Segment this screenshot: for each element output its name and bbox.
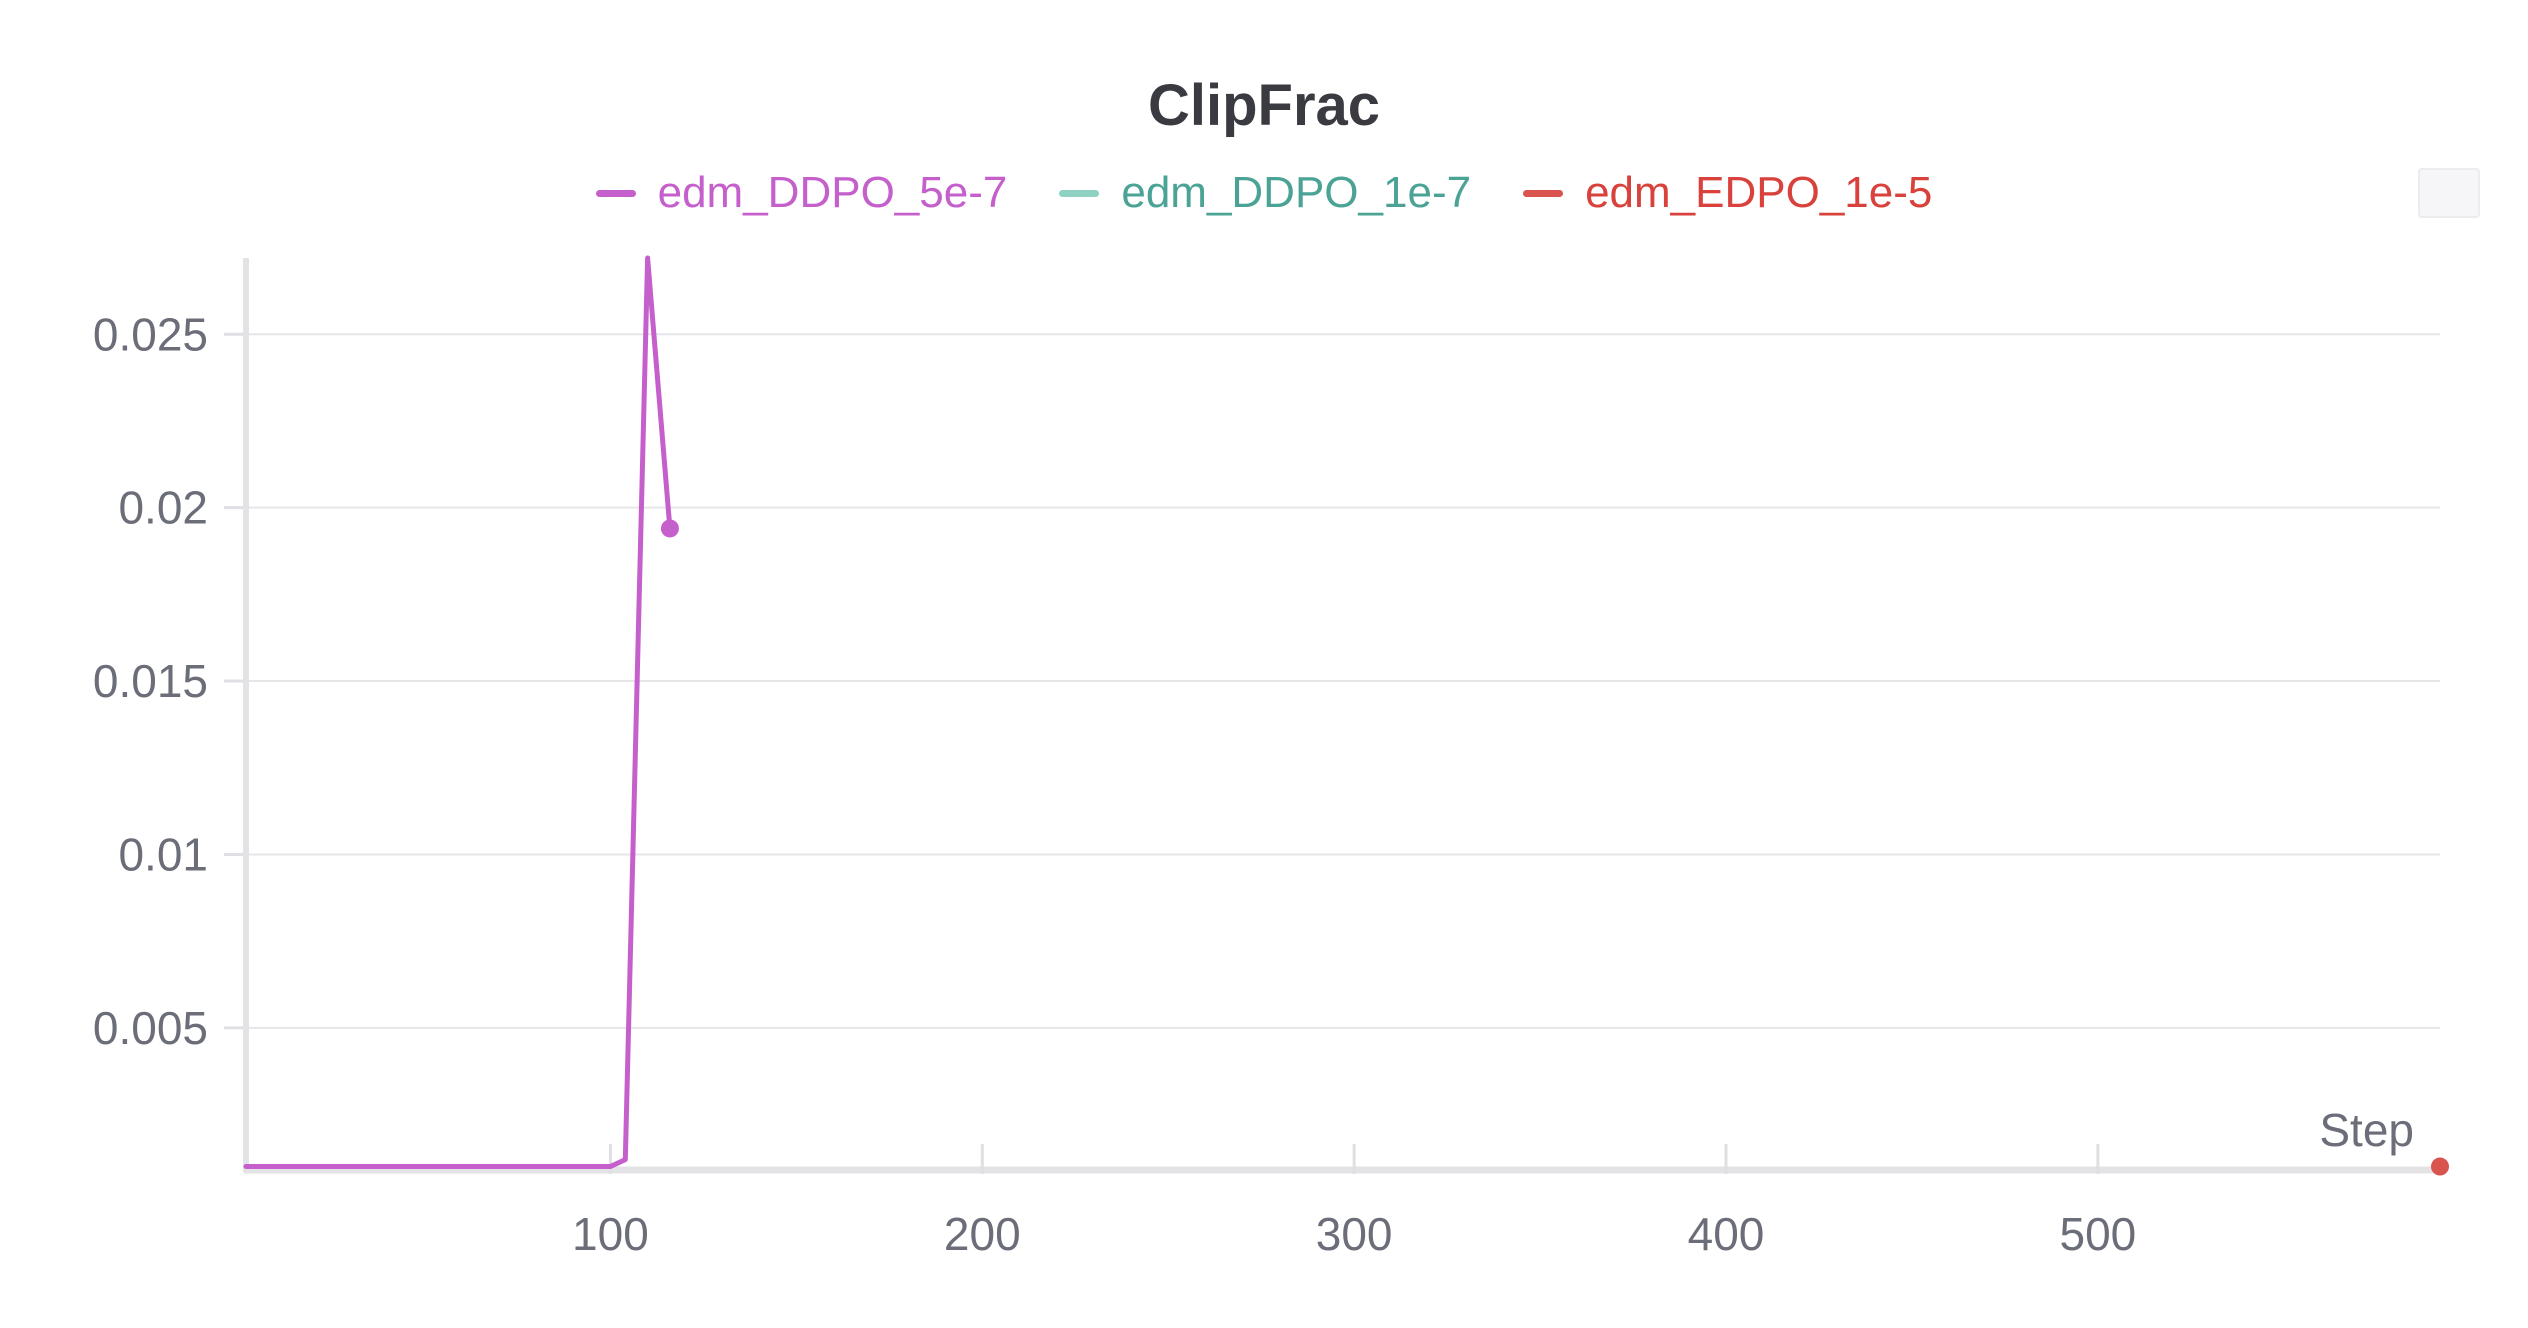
legend-label-edm-ddpo-1e-7: edm_DDPO_1e-7 <box>1121 168 1472 217</box>
legend-swatch-edm-ddpo-1e-7 <box>1059 189 1100 197</box>
x-tick-label-400: 400 <box>1688 1208 1765 1260</box>
x-tick-label-300: 300 <box>1316 1208 1393 1260</box>
series-lines <box>243 255 2449 1176</box>
legend-label-edm-ddpo-5e-7: edm_DDPO_5e-7 <box>657 168 1008 217</box>
y-tick-label-0-015: 0.015 <box>93 655 208 707</box>
legend-item-edm-edpo-1e-5[interactable]: edm_EDPO_1e-5 <box>1523 168 1932 218</box>
x-tick-label-100: 100 <box>572 1208 649 1260</box>
x-axis-label: Step <box>2319 1104 2414 1156</box>
y-tick-label-0-02: 0.02 <box>118 482 208 534</box>
tick-labels: 0.005 0.01 0.015 0.02 0.025 100 200 300 400 500 St… <box>93 308 2414 1260</box>
x-tick-label-500: 500 <box>2060 1208 2137 1260</box>
grid-lines <box>246 333 2440 1029</box>
series-line-edm-ddpo-5e-7[interactable] <box>243 255 673 1169</box>
y-tick-label-0-01: 0.01 <box>118 828 208 880</box>
y-tick-label-0-025: 0.025 <box>93 308 208 360</box>
legend: edm_DDPO_5e-7 edm_DDPO_1e-7 edm_EDPO_1e-… <box>0 168 2528 218</box>
legend-item-edm-ddpo-1e-7[interactable]: edm_DDPO_1e-7 <box>1059 168 1471 218</box>
y-tick-label-0-005: 0.005 <box>93 1002 208 1054</box>
legend-swatch-edm-edpo-1e-5 <box>1523 189 1564 197</box>
series-end-point-edm-ddpo-5e-7[interactable] <box>660 519 679 538</box>
legend-item-edm-ddpo-5e-7[interactable]: edm_DDPO_5e-7 <box>595 168 1008 218</box>
x-tick-label-200: 200 <box>944 1208 1021 1260</box>
series-end-point-edm-edpo-1e-5[interactable] <box>2431 1157 2449 1176</box>
legend-swatch-edm-ddpo-5e-7 <box>595 189 636 197</box>
panel-control-box[interactable] <box>2418 168 2480 218</box>
legend-label-edm-edpo-1e-5: edm_EDPO_1e-5 <box>1585 168 1933 217</box>
chart-title: ClipFrac <box>1147 73 1381 138</box>
axes <box>224 258 2440 1174</box>
